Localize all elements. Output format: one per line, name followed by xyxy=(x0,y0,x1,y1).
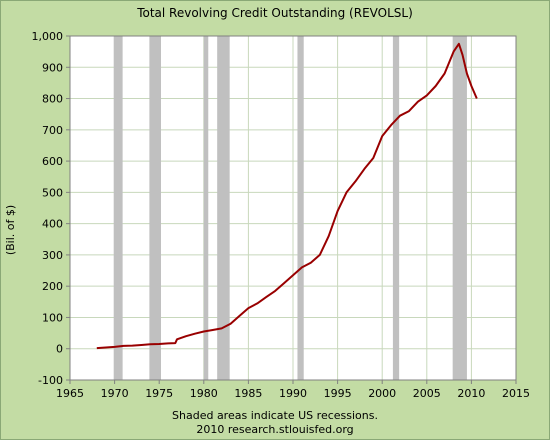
y-tick-label: 700 xyxy=(42,124,63,137)
y-tick-label: 800 xyxy=(42,93,63,106)
y-tick-label: 400 xyxy=(42,218,63,231)
recession-footnote: Shaded areas indicate US recessions. xyxy=(172,409,378,422)
y-tick-label: 500 xyxy=(42,186,63,199)
y-tick-label: 900 xyxy=(42,61,63,74)
x-tick-label: 2015 xyxy=(502,387,530,400)
chart-title: Total Revolving Credit Outstanding (REVO… xyxy=(136,6,413,20)
y-axis-label: (Bil. of $) xyxy=(4,205,17,255)
y-tick-label: 1,000 xyxy=(32,30,64,43)
y-tick-label: -100 xyxy=(38,374,63,387)
x-tick-label: 2010 xyxy=(457,387,485,400)
x-tick-label: 1965 xyxy=(56,387,84,400)
x-tick-label: 1985 xyxy=(234,387,262,400)
recession-band xyxy=(452,36,467,380)
source-credit: 2010 research.stlouisfed.org xyxy=(196,423,353,436)
recession-band xyxy=(392,36,400,380)
y-tick-label: 200 xyxy=(42,280,63,293)
y-tick-label: 0 xyxy=(56,343,63,356)
recession-band xyxy=(203,36,209,380)
revolsl-series-line xyxy=(96,42,478,350)
y-axis-ticks: -100 0 100 200 300 400 500 600 700 800 900 1,000 xyxy=(32,30,70,387)
recession-band xyxy=(297,36,304,380)
y-tick-label: 300 xyxy=(42,249,63,262)
series-lines xyxy=(96,42,478,350)
x-tick-label: 2005 xyxy=(413,387,441,400)
y-tick-label: 100 xyxy=(42,311,63,324)
recession-band xyxy=(217,36,230,380)
x-tick-label: 1990 xyxy=(279,387,307,400)
recession-band xyxy=(113,36,123,380)
x-tick-label: 1970 xyxy=(101,387,129,400)
x-tick-label: 1980 xyxy=(190,387,218,400)
x-axis-ticks: 1965 1970 1975 1980 1985 1990 1995 2000 2005 2010… xyxy=(56,380,530,400)
x-tick-label: 1995 xyxy=(324,387,352,400)
recession-bands xyxy=(113,36,467,380)
recession-band xyxy=(149,36,161,380)
y-tick-label: 600 xyxy=(42,155,63,168)
x-tick-label: 2000 xyxy=(368,387,396,400)
x-tick-label: 1975 xyxy=(145,387,173,400)
